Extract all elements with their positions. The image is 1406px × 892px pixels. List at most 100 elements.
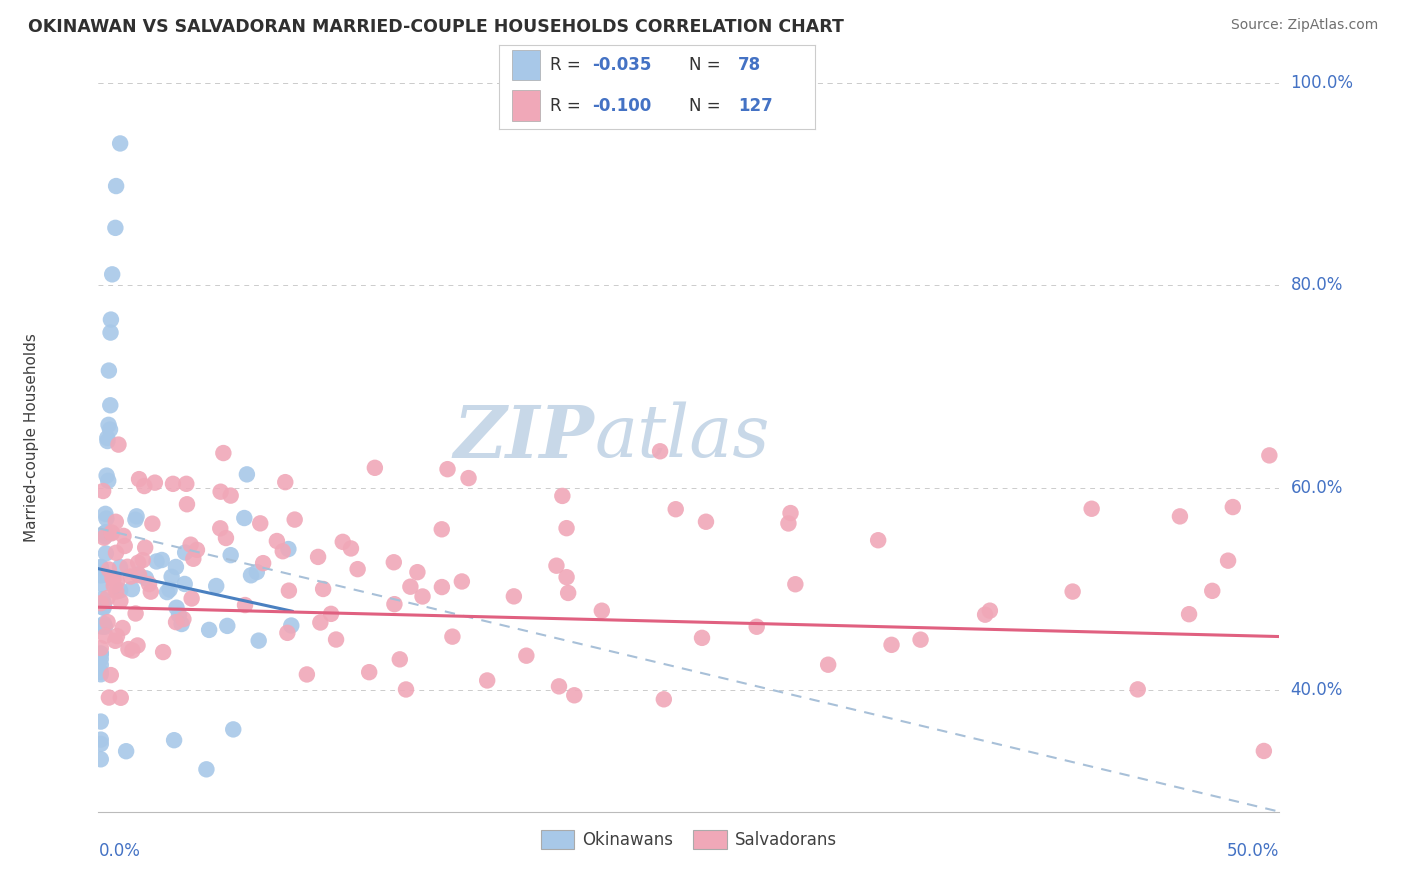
Point	[652, 692, 675, 706]
Point	[127, 639, 149, 653]
Point	[94, 507, 117, 521]
Point	[1178, 607, 1201, 622]
Bar	[512, 90, 540, 120]
Point	[648, 444, 671, 458]
Point	[114, 539, 136, 553]
Point	[90, 577, 112, 591]
Point	[93, 567, 115, 582]
Text: 80.0%: 80.0%	[1291, 277, 1343, 294]
Point	[180, 538, 202, 552]
Point	[105, 179, 128, 194]
Point	[93, 597, 115, 611]
Text: 60.0%: 60.0%	[1291, 479, 1343, 497]
Point	[166, 600, 188, 615]
Point	[127, 556, 149, 570]
Point	[93, 531, 115, 545]
Point	[143, 475, 166, 490]
Point	[557, 586, 579, 600]
Point	[1062, 584, 1084, 599]
Point	[90, 647, 112, 661]
Point	[436, 462, 458, 476]
Point	[212, 446, 235, 460]
Point	[1253, 744, 1275, 758]
Point	[778, 516, 800, 531]
Point	[252, 556, 274, 570]
Point	[209, 521, 232, 535]
Point	[127, 567, 149, 582]
Point	[441, 630, 464, 644]
Point	[406, 565, 429, 579]
Point	[240, 568, 263, 582]
Point	[384, 597, 406, 611]
Point	[332, 534, 354, 549]
Point	[107, 437, 129, 451]
Point	[215, 531, 238, 545]
Point	[163, 733, 186, 747]
Point	[319, 607, 342, 621]
Point	[974, 607, 997, 622]
Point	[312, 582, 335, 596]
Point	[96, 591, 118, 605]
Point	[125, 509, 148, 524]
Point	[104, 515, 127, 529]
Point	[91, 600, 114, 615]
Point	[160, 570, 183, 584]
Point	[134, 479, 156, 493]
Point	[111, 621, 134, 635]
Point	[502, 590, 524, 604]
Point	[97, 615, 120, 629]
Point	[94, 620, 117, 634]
Point	[817, 657, 839, 672]
Point	[195, 762, 218, 776]
Text: ZIP: ZIP	[454, 401, 595, 473]
Point	[388, 652, 411, 666]
Point	[91, 483, 114, 498]
Point	[233, 598, 256, 612]
Point	[180, 591, 202, 606]
Point	[90, 647, 112, 661]
Point	[249, 516, 271, 531]
Point	[548, 679, 571, 693]
Point	[90, 737, 112, 751]
Point	[97, 474, 120, 488]
Point	[93, 599, 115, 613]
Point	[1258, 449, 1281, 463]
Point	[90, 652, 112, 666]
Point	[90, 732, 112, 747]
Point	[96, 511, 118, 525]
Point	[96, 431, 118, 445]
Point	[274, 475, 297, 490]
Point	[271, 544, 294, 558]
Point	[94, 529, 117, 543]
Point	[90, 752, 112, 766]
Point	[173, 577, 195, 591]
Point	[236, 467, 259, 482]
Point	[94, 525, 117, 540]
Point	[284, 512, 307, 526]
Point	[910, 632, 932, 647]
Point	[219, 548, 242, 562]
Point	[90, 640, 112, 655]
Point	[97, 562, 120, 576]
Point	[110, 690, 132, 705]
Point	[1216, 554, 1239, 568]
Point	[551, 489, 574, 503]
Point	[979, 604, 1001, 618]
Point	[90, 568, 112, 582]
Point	[124, 513, 146, 527]
Point	[868, 533, 890, 548]
Legend: Okinawans, Salvadorans: Okinawans, Salvadorans	[534, 823, 844, 855]
Point	[121, 582, 143, 596]
Point	[222, 723, 245, 737]
Point	[139, 584, 162, 599]
Text: 100.0%: 100.0%	[1291, 74, 1354, 92]
Point	[145, 554, 167, 568]
Point	[779, 506, 801, 520]
Point	[108, 560, 131, 574]
Point	[209, 484, 232, 499]
Point	[555, 570, 578, 584]
Point	[1168, 509, 1191, 524]
Point	[176, 476, 198, 491]
Point	[880, 638, 903, 652]
Point	[1126, 682, 1149, 697]
